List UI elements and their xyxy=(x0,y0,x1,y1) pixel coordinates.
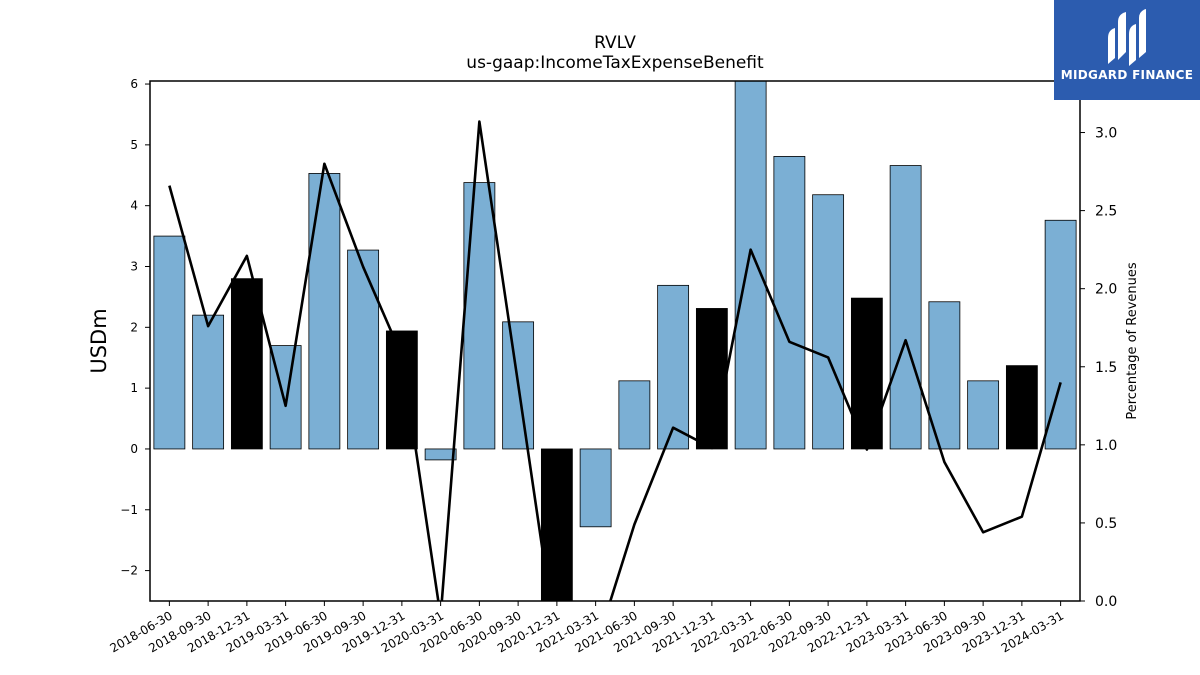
y2-tick-label: 1.5 xyxy=(1095,360,1117,376)
y-tick-label: −1 xyxy=(120,503,138,517)
percentage-line xyxy=(168,120,1062,601)
bar-2018-09-30 xyxy=(192,314,225,450)
y-tick-label: 5 xyxy=(130,138,138,152)
y2-tick-label: 3.0 xyxy=(1095,126,1117,142)
bar-2023-03-31 xyxy=(889,165,922,450)
y-tick-label: 2 xyxy=(130,320,138,334)
right-axis: 0.0 0.5 1.0 1.5 2.0 2.5 3.0 xyxy=(1080,126,1117,610)
bar-2020-03-31 xyxy=(424,448,457,461)
y-tick-label: 3 xyxy=(130,259,138,273)
y2-tick-label: 0.5 xyxy=(1095,516,1117,532)
bar-2022-09-30 xyxy=(812,194,845,450)
bar-2021-12-31 xyxy=(695,308,728,450)
bar-2021-09-30 xyxy=(657,284,690,450)
bar-2019-06-30 xyxy=(308,173,341,450)
left-axis: −2 −1 0 1 2 3 4 5 6 xyxy=(120,77,150,578)
chart-title: RVLV xyxy=(594,33,636,53)
bar-series xyxy=(153,81,1077,601)
y-tick-label: −2 xyxy=(120,564,138,578)
bar-2022-03-31 xyxy=(734,81,767,450)
y-axis-label: USDm xyxy=(87,308,111,373)
x-axis: 2018-06-302018-09-302018-12-312019-03-31… xyxy=(107,601,1066,655)
y-tick-label: 0 xyxy=(130,442,138,456)
brand-name: MIDGARD FINANCE xyxy=(1060,68,1194,82)
y2-axis-label: Percentage of Revenues xyxy=(1125,262,1140,420)
bar-2018-12-31 xyxy=(230,278,263,450)
y2-tick-label: 2.0 xyxy=(1095,282,1117,298)
bar-2021-06-30 xyxy=(618,380,651,450)
y2-tick-label: 1.0 xyxy=(1095,438,1117,454)
bar-2023-06-30 xyxy=(928,301,961,450)
y2-tick-label: 0.0 xyxy=(1095,594,1117,610)
bar-2019-09-30 xyxy=(347,249,380,450)
bar-2018-06-30 xyxy=(153,235,186,450)
bar-2020-12-31 xyxy=(540,448,573,601)
bar-2024-03-31 xyxy=(1044,219,1077,450)
bar-2023-09-30 xyxy=(967,380,1000,450)
line-series xyxy=(168,120,1062,601)
y2-tick-label: 2.5 xyxy=(1095,204,1117,220)
chart-subtitle: us-gaap:IncomeTaxExpenseBenefit xyxy=(466,53,764,73)
plot-frame xyxy=(149,80,1081,602)
bar-2022-06-30 xyxy=(773,156,806,450)
bar-2023-12-31 xyxy=(1005,365,1038,450)
y-tick-label: 6 xyxy=(130,77,138,91)
midgard-logo-icon xyxy=(1108,9,1146,66)
brand-logo: MIDGARD FINANCE xyxy=(1054,0,1200,100)
bar-2021-03-31 xyxy=(579,448,612,528)
bar-2020-06-30 xyxy=(463,182,496,450)
y-tick-label: 4 xyxy=(130,199,138,213)
y-tick-label: 1 xyxy=(130,381,138,395)
